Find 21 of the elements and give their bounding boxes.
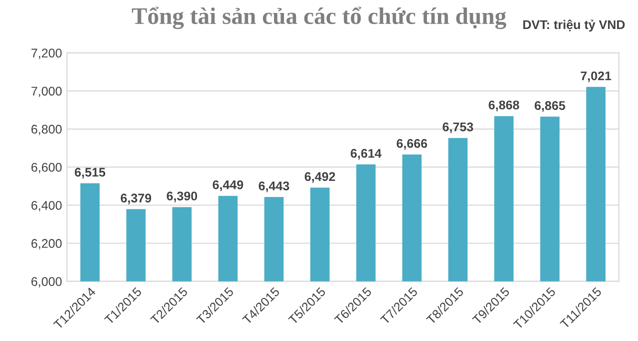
data-label: 6,614 — [350, 148, 382, 160]
data-label: 6,515 — [74, 168, 106, 178]
data-label: 6,379 — [120, 194, 152, 204]
data-label: 6,753 — [442, 122, 474, 134]
data-label: 6,390 — [166, 192, 198, 202]
y-tick-label: 7,200 — [31, 48, 62, 59]
y-tick-label: 6,800 — [31, 124, 62, 136]
text: DVT: triệu tỷ VND — [523, 20, 625, 32]
y-tick-label: 7,000 — [31, 86, 62, 98]
y-tick-label: 6,200 — [31, 239, 62, 250]
data-label: 6,865 — [534, 101, 566, 112]
y-tick-label: 6,600 — [31, 162, 62, 174]
chart-title: Tổng tài sản của các tổ chức tín dụng — [132, 6, 506, 30]
y-tick-label: 6,000 — [31, 277, 62, 288]
y-tick-label: 6,400 — [31, 200, 62, 212]
data-label: 6,666 — [396, 139, 428, 150]
data-label: 6,443 — [258, 181, 290, 192]
data-label: 6,868 — [488, 100, 520, 112]
data-label: 7,021 — [580, 71, 612, 82]
data-label: 6,492 — [304, 172, 336, 183]
data-label: 6,449 — [212, 180, 244, 192]
